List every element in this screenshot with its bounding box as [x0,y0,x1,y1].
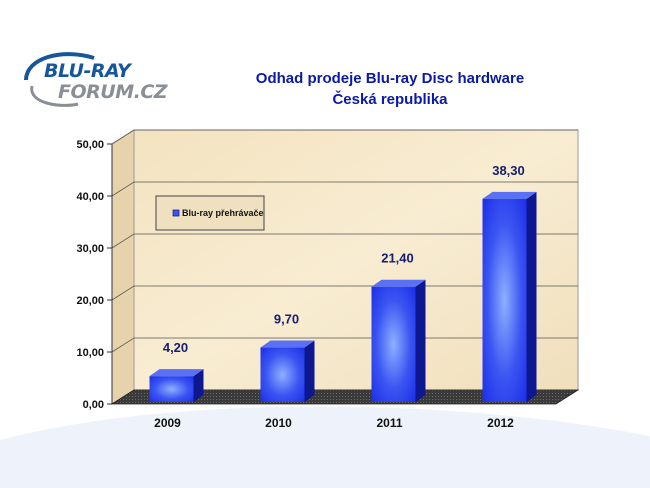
blu-ray-forum-logo: BLU-RAY FORUM.CZ [22,50,168,108]
plot-side-wall [111,129,135,405]
gridline [111,233,578,249]
legend: Blu-ray přehrávače [155,195,265,231]
logo-swoosh-icon [24,52,95,107]
plot-floor [110,389,580,405]
logo-text-blu-ray: BLU-RAY [44,60,131,82]
bar-2010 [260,347,305,402]
data-label: 21,40 [381,251,414,266]
bar-2011 [371,286,416,402]
y-tick-label: 50,00 [76,139,104,151]
bar-side [415,279,426,402]
bar-side [526,191,537,402]
y-tick-label: 20,00 [76,295,104,307]
bar-side [193,369,204,402]
legend-box [155,195,265,231]
bar-2009 [149,376,194,402]
gridline [111,337,578,353]
gridline [111,129,578,145]
bar-side [304,340,315,402]
y-tick-label: 10,00 [76,347,104,359]
data-label: 9,70 [274,312,299,327]
data-label: 4,20 [163,340,188,355]
y-tick-label: 0,00 [83,399,104,411]
x-tick-label: 2009 [154,416,181,430]
bar-top [260,340,315,348]
gridline [111,181,578,197]
y-tick-label: 40,00 [76,191,104,203]
x-tick-label: 2010 [265,416,292,430]
logo-text-forum: FORUM.CZ [58,81,168,103]
legend-swatch [172,209,180,217]
chart-title-line2: Česká republika [332,91,448,108]
x-tick-label: 2011 [376,416,402,430]
legend-label: Blu-ray přehrávače [182,208,264,218]
y-tick-label: 30,00 [76,243,104,255]
chart-title-line1: Odhad prodeje Blu-ray Disc hardware [255,70,525,87]
bar-top [371,279,426,287]
background-wave [0,406,650,488]
x-tick-label: 2012 [487,416,514,430]
bar-2012 [482,198,527,402]
bar-top [482,191,537,199]
chart-title: Odhad prodeje Blu-ray Disc hardware Česk… [200,68,580,110]
bar-top [149,369,204,377]
data-label: 38,30 [492,163,525,178]
gridline [111,285,578,301]
